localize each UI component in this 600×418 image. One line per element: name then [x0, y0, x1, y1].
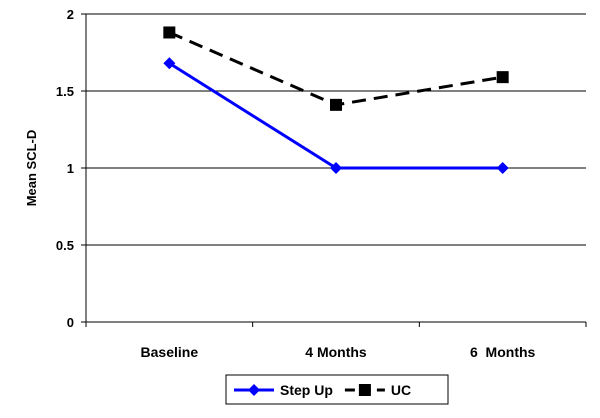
y-tick-label: 2: [67, 7, 74, 22]
y-tick-labels: 0 0.5 1 1.5 2: [56, 7, 74, 330]
legend-label-uc: UC: [391, 382, 411, 398]
series-line-step-up: [168, 62, 503, 170]
x-tick-labels: Baseline 4 Months 6 Months: [141, 344, 536, 360]
y-tick-label: 1: [67, 161, 74, 176]
y-tick-label: 0.5: [56, 238, 74, 253]
point-step-up: [496, 162, 509, 174]
x-tick-label: Baseline: [141, 344, 199, 360]
axes: [85, 14, 587, 327]
legend: Step Up UC: [225, 374, 449, 405]
legend-label-step-up: Step Up: [280, 382, 333, 398]
legend-marker-step-up: [248, 384, 260, 396]
x-tick-label: 6 Months: [470, 344, 536, 360]
legend-marker-uc: [358, 384, 371, 396]
point-uc: [496, 71, 509, 84]
point-step-up: [330, 162, 342, 174]
y-tick-label: 1.5: [56, 84, 74, 99]
y-axis-label: Mean SCL-D: [24, 130, 39, 207]
y-tick-label: 0: [67, 315, 74, 330]
series-markers: [163, 26, 509, 174]
x-tick-label: 4 Months: [305, 344, 367, 360]
point-uc: [163, 26, 176, 39]
point-uc: [330, 98, 342, 111]
point-step-up: [163, 57, 176, 70]
